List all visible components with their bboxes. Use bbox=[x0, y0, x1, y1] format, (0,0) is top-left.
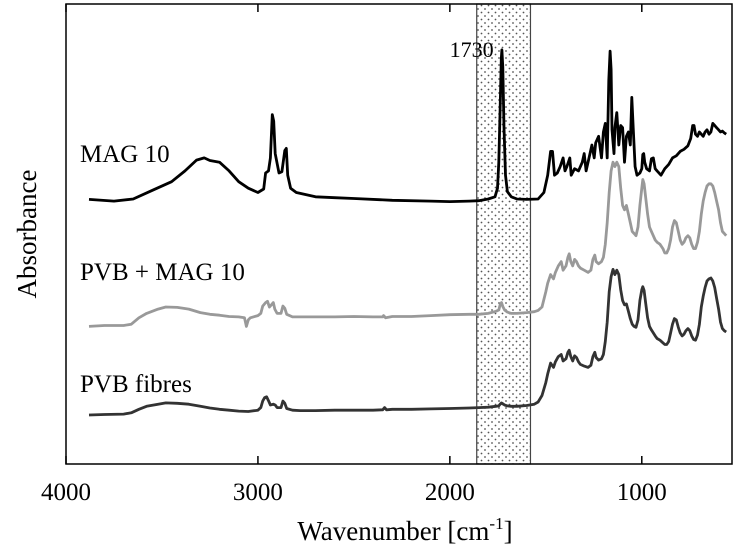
y-axis-title: Absorbance bbox=[12, 170, 42, 299]
series-label-pvb-mag10: PVB + MAG 10 bbox=[80, 259, 245, 286]
series-line-pvb-fibres bbox=[88, 268, 727, 417]
series-line-pvb-mag10 bbox=[88, 160, 728, 328]
x-axis-title: Wavenumber [cm-1] bbox=[297, 514, 512, 546]
series-label-mag10: MAG 10 bbox=[80, 141, 170, 168]
x-tick-label-3000: 3000 bbox=[233, 479, 283, 506]
series-line-mag10 bbox=[88, 48, 727, 203]
x-axis-title-superscript: -1 bbox=[489, 514, 503, 533]
x-tick-layer: 4000 3000 2000 1000 bbox=[41, 4, 667, 506]
series-layer bbox=[88, 48, 728, 417]
peak-annotation-1730: 1730 bbox=[450, 37, 494, 62]
plot-frame bbox=[65, 3, 733, 465]
x-tick-label-4000: 4000 bbox=[41, 479, 91, 506]
series-label-pvb-fibres: PVB fibres bbox=[80, 371, 192, 398]
x-tick-label-2000: 2000 bbox=[425, 479, 475, 506]
x-tick-label-1000: 1000 bbox=[617, 479, 667, 506]
